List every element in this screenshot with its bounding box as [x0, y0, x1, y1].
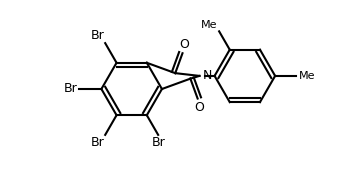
Text: Br: Br	[91, 136, 104, 149]
Text: O: O	[179, 38, 189, 51]
Text: Br: Br	[152, 136, 166, 149]
Text: Me: Me	[299, 71, 315, 81]
Text: O: O	[194, 101, 204, 114]
Text: Br: Br	[63, 82, 77, 96]
Text: N: N	[203, 69, 212, 82]
Text: Br: Br	[91, 29, 104, 42]
Text: Me: Me	[201, 20, 217, 30]
